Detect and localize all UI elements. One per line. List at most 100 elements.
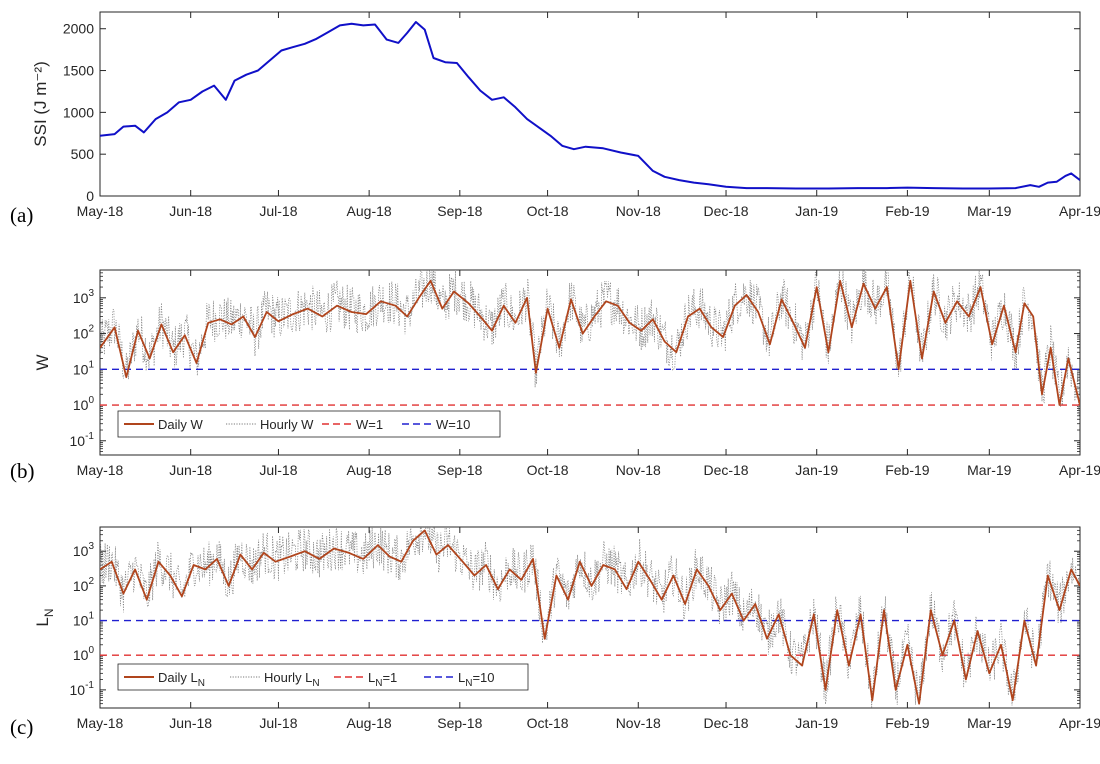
data-point <box>424 29 425 30</box>
y-tick-label: 103 <box>73 541 95 559</box>
legend-entry-label: Daily LN <box>158 670 205 689</box>
data-point <box>755 603 756 604</box>
x-tick-label: Oct-18 <box>527 715 569 731</box>
data-point <box>758 311 759 312</box>
data-point <box>606 301 607 302</box>
data-point <box>942 655 943 656</box>
x-tick-label: Sep-18 <box>437 203 482 219</box>
data-point <box>468 303 469 304</box>
data-point <box>840 280 841 281</box>
data-point <box>804 347 805 348</box>
data-point <box>266 311 267 312</box>
x-tick-label: Jan-19 <box>795 715 838 731</box>
data-point <box>480 90 481 91</box>
y-tick-label: 100 <box>73 645 95 663</box>
x-tick-label: Apr-19 <box>1059 715 1100 731</box>
x-tick-label: Jul-18 <box>259 715 297 731</box>
data-point <box>766 188 767 189</box>
data-point <box>433 57 434 58</box>
x-tick-label: Apr-19 <box>1059 203 1100 219</box>
x-tick-label: Dec-18 <box>703 203 748 219</box>
y-tick-label: 1000 <box>63 104 94 120</box>
data-point <box>225 99 226 100</box>
data-point <box>1030 185 1031 186</box>
data-point <box>886 188 887 189</box>
data-point <box>395 305 396 306</box>
data-point <box>617 305 618 306</box>
data-point <box>614 569 615 570</box>
data-point <box>851 327 852 328</box>
data-point <box>790 655 791 656</box>
x-tick-label: Nov-18 <box>616 203 661 219</box>
data-point <box>304 43 305 44</box>
data-point <box>673 575 674 576</box>
x-tick-label: Feb-19 <box>885 715 930 731</box>
data-point <box>135 125 136 126</box>
panel-b-w: May-18 Jun-18 Jul-18 Aug-18 Sep-18 Oct-18 Nov-… <box>10 269 1100 483</box>
data-point <box>1056 181 1057 182</box>
y-tick-label: 102 <box>73 576 95 594</box>
data-point <box>123 593 124 594</box>
data-point <box>143 132 144 133</box>
data-point <box>1038 186 1039 187</box>
data-point <box>1024 620 1025 621</box>
legend: Daily W Hourly W W=1 W=10 <box>117 410 501 438</box>
data-point <box>377 545 378 546</box>
data-point <box>781 299 782 300</box>
data-point <box>547 308 548 309</box>
legend-entry-label: W=1 <box>356 417 383 432</box>
series-daily <box>100 529 1080 705</box>
data-point <box>114 327 115 328</box>
data-point <box>778 614 779 615</box>
data-point <box>1033 316 1034 317</box>
x-tick-label: Oct-18 <box>527 462 569 478</box>
data-point <box>962 188 963 189</box>
data-point <box>293 47 294 48</box>
data-point <box>1041 394 1042 395</box>
legend: Daily LN Hourly LN LN=1 LN=10 <box>117 663 529 691</box>
data-point <box>1012 700 1013 701</box>
data-point <box>374 24 375 25</box>
data-point <box>407 316 408 317</box>
panel-label: (b) <box>10 459 35 483</box>
data-point <box>231 324 232 325</box>
x-tick-label: Dec-18 <box>703 462 748 478</box>
x-tick-label: Jul-18 <box>259 462 297 478</box>
series-hourly <box>100 527 1080 708</box>
data-point <box>293 314 294 315</box>
data-point <box>363 558 364 559</box>
data-point <box>178 102 179 103</box>
data-point <box>1047 182 1048 183</box>
data-point <box>535 372 536 373</box>
data-point <box>527 297 528 298</box>
data-point <box>269 60 270 61</box>
data-point <box>1065 175 1066 176</box>
data-point <box>676 352 677 353</box>
data-point <box>910 280 911 281</box>
legend-box <box>117 410 501 438</box>
x-tick-label: May-18 <box>77 203 124 219</box>
data-point <box>336 305 337 306</box>
x-tick-label: May-18 <box>77 715 124 731</box>
data-point <box>579 561 580 562</box>
data-point <box>582 333 583 334</box>
data-point <box>693 182 694 183</box>
data-point <box>725 186 726 187</box>
x-tick-label: Jun-18 <box>169 462 212 478</box>
data-point <box>181 596 182 597</box>
data-point <box>570 299 571 300</box>
data-point <box>415 21 416 22</box>
data-point <box>328 31 329 32</box>
data-point <box>436 554 437 555</box>
data-point <box>114 134 115 135</box>
data-point <box>816 287 817 288</box>
x-tick-label: Feb-19 <box>885 203 930 219</box>
data-point <box>468 77 469 78</box>
plot-area <box>100 270 1080 417</box>
data-point <box>257 70 258 71</box>
data-point <box>1068 358 1069 359</box>
y-axis-label: LN <box>33 608 56 626</box>
data-point <box>281 50 282 51</box>
data-point <box>652 170 653 171</box>
